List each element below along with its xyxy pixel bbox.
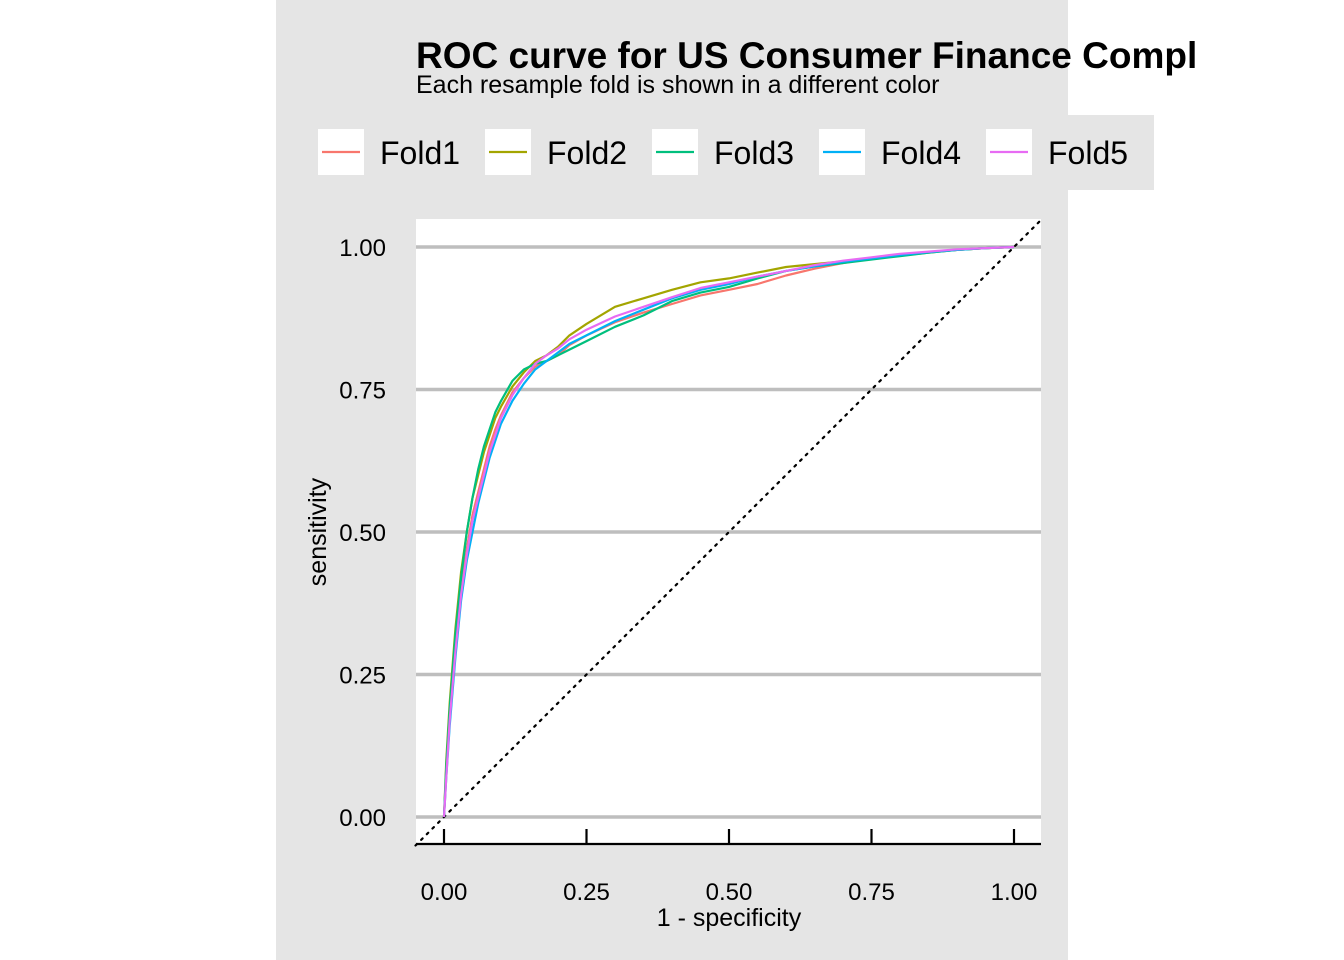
x-tick-label: 1.00 — [991, 879, 1038, 906]
x-tick-label: 0.25 — [563, 879, 610, 906]
reference-line — [414, 217, 1044, 847]
y-tick-label: 0.00 — [339, 805, 386, 832]
reference-diagonal — [414, 217, 1044, 847]
y-tick-label: 0.75 — [339, 378, 386, 405]
x-tick-label: 0.00 — [421, 879, 468, 906]
legend-label-fold2: Fold2 — [547, 135, 627, 171]
chart-subtitle: Each resample fold is shown in a differe… — [416, 71, 939, 99]
y-axis: 0.00 0.25 0.50 0.75 1.00 — [339, 235, 386, 832]
roc-series — [442, 245, 1015, 818]
y-tick-label: 1.00 — [339, 235, 386, 262]
y-tick-label: 0.25 — [339, 663, 386, 690]
chart-title: ROC curve for US Consumer Finance Compl — [416, 35, 1197, 76]
y-axis-label: sensitivity — [304, 477, 332, 586]
series-line-fold5 — [442, 245, 1015, 818]
x-tick-label: 0.50 — [706, 879, 753, 906]
legend-label-fold5: Fold5 — [1048, 135, 1128, 171]
legend-label-fold3: Fold3 — [714, 135, 794, 171]
series-line-fold3 — [442, 245, 1015, 818]
x-axis-label: 1 - specificity — [657, 904, 802, 932]
chart-legend: Fold1 Fold2 Fold3 Fold4 Fold5 — [306, 115, 1154, 190]
x-tick-label: 0.75 — [848, 879, 895, 906]
legend-label-fold4: Fold4 — [881, 135, 961, 171]
y-tick-label: 0.50 — [339, 520, 386, 547]
x-axis: 0.00 0.25 0.50 0.75 1.00 — [416, 829, 1041, 906]
legend-label-fold1: Fold1 — [380, 135, 460, 171]
